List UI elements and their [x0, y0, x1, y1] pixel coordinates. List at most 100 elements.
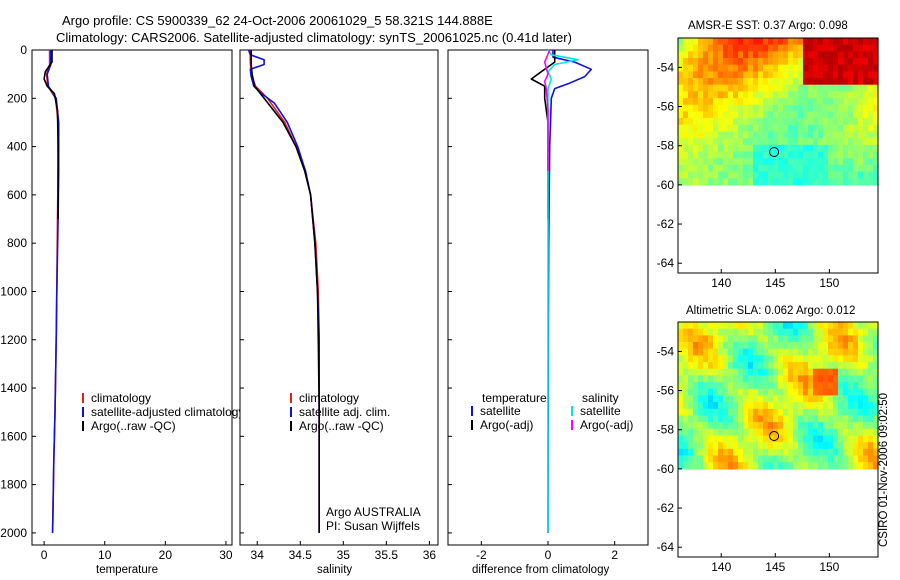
sla_map-heatmap-cell — [838, 402, 844, 410]
sla_map-heatmap-cell — [853, 395, 859, 403]
sla_map-heatmap-cell — [823, 355, 829, 363]
sst_map-heatmap-cell — [808, 138, 814, 146]
sla_map-heatmap-cell — [793, 415, 799, 423]
sst_map-heatmap-cell — [773, 144, 779, 153]
sst_map-heatmap-cell — [808, 124, 814, 133]
sst_map-heatmap-cell — [768, 171, 774, 179]
sst_map-heatmap-cell — [753, 144, 759, 153]
sst_map-heatmap-cell — [823, 91, 829, 99]
sst_map-heatmap-cell — [763, 104, 769, 113]
sst_map-heatmap-cell — [828, 111, 834, 119]
sla_map-heatmap-cell — [773, 388, 779, 397]
sla_map-heatmap-cell — [803, 448, 809, 457]
sst_map-heatmap-cell — [713, 151, 719, 159]
sst_map-heatmap-cell — [773, 71, 779, 79]
sla_map-heatmap-cell — [798, 342, 804, 350]
sla_map-heatmap-cell — [778, 382, 784, 390]
sla_map-heatmap-cell — [733, 362, 739, 370]
sst_map-heatmap-cell — [753, 91, 759, 99]
sla_map-heatmap-cell — [688, 402, 694, 410]
sla_map-heatmap-cell — [768, 348, 774, 356]
sst_map-heatmap-cell — [728, 51, 734, 59]
sst_map-heatmap-cell — [713, 118, 719, 126]
sla_map-heatmap-cell — [773, 422, 779, 430]
sst_map-heatmap-cell — [838, 78, 844, 86]
sla_map-heatmap-cell — [743, 388, 749, 397]
sst_map-heatmap-cell — [728, 178, 734, 186]
sla_map-heatmap-cell — [698, 455, 704, 463]
sla_map-heatmap-cell — [678, 362, 684, 370]
sst_map-heatmap-cell — [748, 124, 754, 133]
sla_map-xtick-label: 150 — [819, 560, 839, 574]
sla_map-heatmap-cell — [773, 395, 779, 403]
sla_map-heatmap-cell — [748, 448, 754, 457]
sla_map-heatmap-cell — [838, 348, 844, 356]
sst_map-heatmap-cell — [793, 51, 799, 59]
sst_map-heatmap-cell — [748, 178, 754, 186]
sla_map-heatmap-cell — [833, 415, 839, 423]
sla_map-heatmap-cell — [768, 375, 774, 383]
sst_map-heatmap-cell — [823, 84, 829, 92]
sst_map-heatmap-cell — [868, 171, 874, 179]
sla_map-heatmap-cell — [693, 462, 699, 470]
sst_map-heatmap-cell — [828, 164, 834, 173]
sst_map-heatmap-cell — [813, 111, 819, 119]
sst_map-heatmap-cell — [678, 171, 684, 179]
sst_map-heatmap-cell — [693, 98, 699, 106]
sla_map-heatmap-cell — [703, 362, 709, 370]
salinity-series-line — [250, 50, 320, 533]
sst_map-heatmap-cell — [793, 131, 799, 139]
sst_map-heatmap-cell — [693, 44, 699, 52]
sla_map-heatmap-cell — [728, 395, 734, 403]
sla_map-heatmap-cell — [713, 428, 719, 437]
sla_map-heatmap-cell — [718, 375, 724, 383]
sst_map-heatmap-cell — [718, 58, 724, 66]
sst_map-heatmap-cell — [798, 138, 804, 146]
sst_map-heatmap-cell — [723, 151, 729, 159]
sla_map-heatmap-cell — [803, 388, 809, 397]
sla_map-heatmap-cell — [763, 408, 769, 417]
sla_map-heatmap-cell — [793, 395, 799, 403]
sla_map-heatmap-cell — [783, 368, 789, 376]
sst_map-heatmap-cell — [738, 158, 744, 166]
sla_map-plot-frame — [677, 321, 879, 558]
sst_map-heatmap-cell — [833, 178, 839, 186]
sla_map-heatmap-cell — [693, 422, 699, 430]
sst_map-heatmap-cell — [783, 38, 789, 46]
sst_map-heatmap-cell — [743, 144, 749, 153]
sst_map-heatmap-cell — [688, 38, 694, 46]
sla_map-heatmap-cell — [803, 455, 809, 463]
sst_map-heatmap-cell — [828, 151, 834, 159]
sla_map-heatmap-cell — [863, 442, 869, 450]
sst_map-xtick-label: 145 — [765, 276, 785, 290]
sla_map-heatmap-cell — [738, 355, 744, 363]
sst_map-heatmap-cell — [758, 84, 764, 92]
sst_map-heatmap-cell — [698, 71, 704, 79]
sla_map-heatmap-cell — [713, 375, 719, 383]
sst_map-heatmap-cell — [728, 38, 734, 46]
sla_map-heatmap-cell — [813, 335, 819, 343]
sst_map-heatmap-cell — [828, 91, 834, 99]
sst_map-heatmap-cell — [698, 158, 704, 166]
sla_map-heatmap-cell — [813, 428, 819, 437]
sla_map-heatmap-cell — [683, 335, 689, 343]
sst_map-heatmap-cell — [853, 151, 859, 159]
sla_map-heatmap-cell — [823, 442, 829, 450]
sla_map-heatmap-cell — [873, 375, 879, 383]
sst_map-heatmap-cell — [683, 178, 689, 186]
sla_map-heatmap-cell — [728, 355, 734, 363]
sla_map-heatmap-cell — [703, 448, 709, 457]
sla_map-heatmap-cell — [738, 402, 744, 410]
sst_map-heatmap-cell — [798, 151, 804, 159]
sst_map-heatmap-cell — [753, 124, 759, 133]
sst_map-heatmap-cell — [873, 151, 879, 159]
sla_map-heatmap-cell — [753, 442, 759, 450]
sla_map-heatmap-cell — [838, 462, 844, 470]
sst_map-heatmap-cell — [838, 171, 844, 179]
sst_map-ytick-label: -58 — [657, 139, 675, 153]
sst_map-heatmap-cell — [813, 151, 819, 159]
sla_map-heatmap-cell — [743, 428, 749, 437]
sla_map-heatmap-cell — [858, 435, 864, 443]
sla_map-heatmap-cell — [873, 448, 879, 457]
sst_map-heatmap-cell — [738, 38, 744, 46]
